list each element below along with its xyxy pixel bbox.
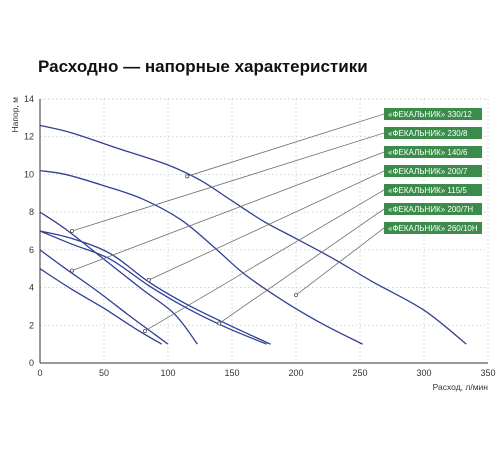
legend-item-2: «ФЕКАЛЬНИК» 230/8 xyxy=(384,127,482,139)
x-axis-label: Расход, л/мин xyxy=(433,382,489,392)
series-line-4 xyxy=(39,230,271,345)
legend-box xyxy=(384,146,482,158)
legend-item-7: «ФЕКАЛЬНИК» 260/10Н xyxy=(384,222,482,234)
legend-box xyxy=(384,203,482,215)
leader-line-7 xyxy=(295,227,385,296)
legend-item-6: «ФЕКАЛЬНИК» 200/7Н xyxy=(384,203,482,215)
legend-label: «ФЕКАЛЬНИК» 330/12 xyxy=(388,110,472,119)
x-tick-label: 350 xyxy=(480,368,495,378)
y-tick-label: 14 xyxy=(24,94,34,104)
x-tick-label: 100 xyxy=(160,368,175,378)
legend-item-3: «ФЕКАЛЬНИК» 140/6 xyxy=(384,146,482,158)
x-tick-label: 300 xyxy=(416,368,431,378)
legend-item-5: «ФЕКАЛЬНИК» 115/5 xyxy=(384,184,482,196)
y-tick-label: 8 xyxy=(29,207,34,217)
legend-box xyxy=(384,127,482,139)
series-line-3 xyxy=(39,211,198,345)
leader-marker-3 xyxy=(70,268,75,273)
leader-marker-1 xyxy=(185,174,190,179)
legend-label: «ФЕКАЛЬНИК» 260/10Н xyxy=(388,224,478,233)
legend-item-1: «ФЕКАЛЬНИК» 330/12 xyxy=(384,108,482,120)
legend-label: «ФЕКАЛЬНИК» 230/8 xyxy=(388,129,468,138)
chart-title: Расходно — напорные характеристики xyxy=(38,57,368,76)
x-tick-label: 0 xyxy=(37,368,42,378)
series-line-2 xyxy=(39,170,363,345)
series-line-5 xyxy=(39,249,169,345)
leader-line-2 xyxy=(71,132,385,232)
legend-label: «ФЕКАЛЬНИК» 115/5 xyxy=(388,186,467,195)
x-tick-label: 50 xyxy=(99,368,109,378)
leader-marker-7 xyxy=(293,293,298,298)
leader-line-3 xyxy=(71,151,385,271)
legend-box xyxy=(384,184,482,196)
axes-layer: 0 50 100 150 200 250 300 350 0 2 4 6 8 10 12 14 Расход, … xyxy=(10,94,496,392)
legend-box xyxy=(384,108,482,120)
leader-marker-6 xyxy=(217,321,222,326)
series-line-7 xyxy=(39,268,162,345)
leader-line-6 xyxy=(218,208,385,324)
y-tick-label: 0 xyxy=(29,358,34,368)
leader-line-4 xyxy=(148,170,385,281)
series-line-1 xyxy=(39,124,467,345)
legend-label: «ФЕКАЛЬНИК» 200/7 xyxy=(388,167,468,176)
leader-marker-5 xyxy=(142,328,147,333)
legend-label: «ФЕКАЛЬНИК» 200/7Н xyxy=(388,205,473,214)
legend-box xyxy=(384,222,482,234)
leaders-layer xyxy=(70,113,385,333)
legend-item-4: «ФЕКАЛЬНИК» 200/7 xyxy=(384,165,482,177)
leader-marker-4 xyxy=(146,278,151,283)
y-tick-label: 10 xyxy=(24,169,34,179)
leader-marker-2 xyxy=(70,228,75,233)
legend-box xyxy=(384,165,482,177)
y-tick-label: 4 xyxy=(29,283,34,293)
series-line-6 xyxy=(39,230,267,345)
y-tick-label: 6 xyxy=(29,245,34,255)
leader-line-1 xyxy=(187,113,385,177)
y-tick-label: 2 xyxy=(29,320,34,330)
y-tick-label: 12 xyxy=(24,132,34,142)
leader-line-5 xyxy=(144,189,385,332)
x-tick-label: 150 xyxy=(224,368,239,378)
y-axis-label: Напор, м xyxy=(10,97,20,133)
x-tick-label: 250 xyxy=(352,368,367,378)
legend-layer: «ФЕКАЛЬНИК» 330/12 «ФЕКАЛЬНИК» 230/8 «ФЕКА… xyxy=(384,108,482,234)
x-tick-label: 200 xyxy=(288,368,303,378)
legend-label: «ФЕКАЛЬНИК» 140/6 xyxy=(388,148,468,157)
